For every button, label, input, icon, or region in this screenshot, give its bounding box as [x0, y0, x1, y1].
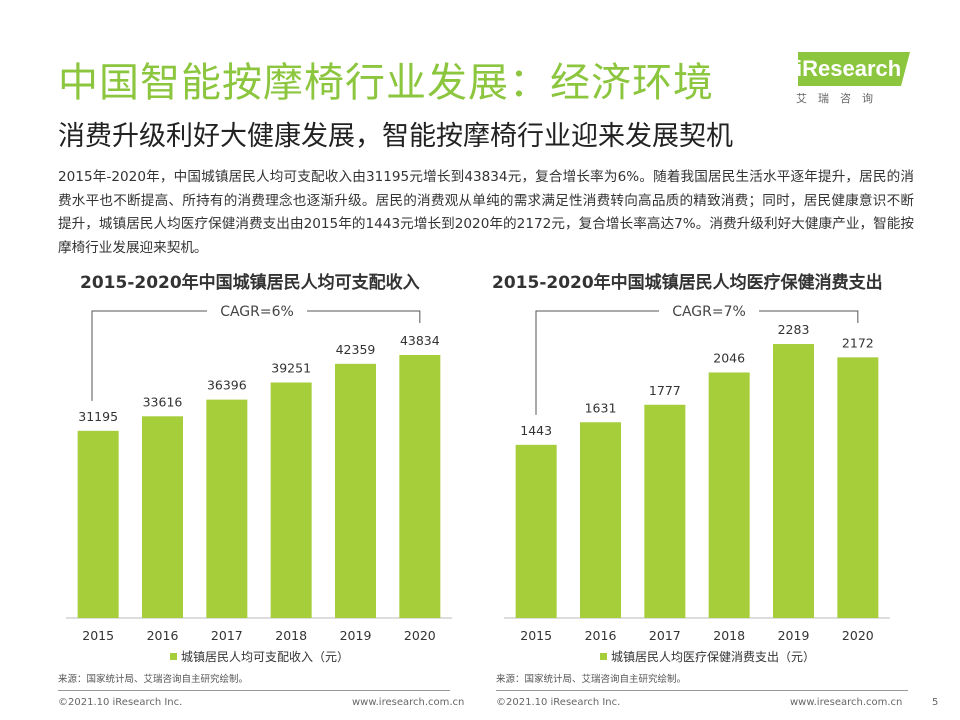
bar-2018 [708, 372, 750, 618]
cagr-bracket-right [759, 310, 859, 323]
page-title: 中国智能按摩椅行业发展：经济环境 [58, 60, 714, 106]
cagr-bracket-right [307, 310, 421, 323]
legend-swatch [600, 653, 607, 660]
bar-2015 [515, 444, 557, 618]
data-label-2015: 31195 [78, 409, 118, 424]
tick-label-2017: 2017 [649, 628, 681, 643]
bar-2020 [399, 354, 441, 618]
data-label-2018: 2046 [713, 350, 745, 365]
tick-label-2020: 2020 [404, 628, 436, 643]
tick-label-2018: 2018 [275, 628, 307, 643]
chart-1-title: 2015-2020年中国城镇居民人均可支配收入 [80, 273, 420, 293]
logo-cn-name: 艾瑞咨询 [796, 92, 884, 105]
legend-label: 城镇居民人均医疗保健消费支出（元） [611, 650, 815, 664]
tick-label-2017: 2017 [211, 628, 243, 643]
data-label-2020: 43834 [400, 333, 440, 348]
bar-2017 [644, 404, 686, 618]
cagr-bracket-left [91, 310, 207, 401]
footer-url-right[interactable]: www.iresearch.com.cn [790, 697, 903, 708]
chart-1-source: 来源：国家统计局、艾瑞咨询自主研究绘制。 [58, 674, 249, 685]
logo-badge [798, 52, 910, 86]
bar-2019 [335, 363, 376, 618]
tick-label-2020: 2020 [842, 628, 874, 643]
cagr-bracket-left [535, 310, 659, 415]
data-label-2017: 1777 [649, 383, 681, 398]
iresearch-logo: iResearch 艾瑞咨询 [790, 48, 915, 110]
tick-label-2016: 2016 [585, 628, 617, 643]
bar-2017 [206, 399, 248, 618]
footer-copyright-left: ©2021.10 iResearch Inc. [58, 697, 183, 708]
bar-2016 [580, 422, 621, 618]
data-label-2020: 2172 [842, 335, 874, 350]
tick-label-2018: 2018 [713, 628, 745, 643]
footer-divider-right [496, 690, 908, 691]
bar-2015 [77, 430, 119, 618]
bar-2016 [142, 416, 183, 618]
bar-2019 [773, 344, 814, 618]
chart-2-source: 来源：国家统计局、艾瑞咨询自主研究绘制。 [496, 674, 687, 685]
tick-label-2016: 2016 [147, 628, 179, 643]
cagr-annotation: CAGR=7% [672, 304, 746, 320]
data-label-2016: 33616 [143, 394, 183, 409]
logo-wordmark: iResearch [796, 56, 902, 81]
footer-copyright-right: ©2021.10 iResearch Inc. [496, 697, 621, 708]
tick-label-2015: 2015 [520, 628, 552, 643]
data-label-2016: 1631 [585, 400, 617, 415]
legend-label: 城镇居民人均可支配收入（元） [181, 650, 349, 664]
tick-label-2019: 2019 [340, 628, 372, 643]
cagr-annotation: CAGR=6% [220, 304, 294, 320]
chart-2: 1443 2015 1631 2016 1777 2017 2046 2018 2283 2019… [504, 304, 890, 664]
data-label-2019: 2283 [778, 322, 810, 337]
chart-1: 31195 2015 33616 2016 36396 2017 39251 2018 4235… [66, 304, 452, 664]
chart-2-title: 2015-2020年中国城镇居民人均医疗保健消费支出 [492, 273, 883, 293]
bar-2020 [837, 357, 879, 618]
tick-label-2015: 2015 [82, 628, 114, 643]
page-number: 5 [932, 697, 939, 708]
footer-divider-left [58, 690, 450, 691]
data-label-2019: 42359 [336, 342, 376, 357]
data-label-2015: 1443 [520, 423, 552, 438]
page-subtitle: 消费升级利好大健康发展，智能按摩椅行业迎来发展契机 [58, 121, 733, 152]
legend-swatch [170, 653, 177, 660]
data-label-2017: 36396 [207, 378, 247, 393]
data-label-2018: 39251 [271, 360, 311, 375]
footer-url-left[interactable]: www.iresearch.com.cn [352, 697, 465, 708]
intro-paragraph: 2015年-2020年，中国城镇居民人均可支配收入由31195元增长到43834… [58, 169, 914, 256]
tick-label-2019: 2019 [778, 628, 810, 643]
bar-2018 [270, 382, 312, 618]
